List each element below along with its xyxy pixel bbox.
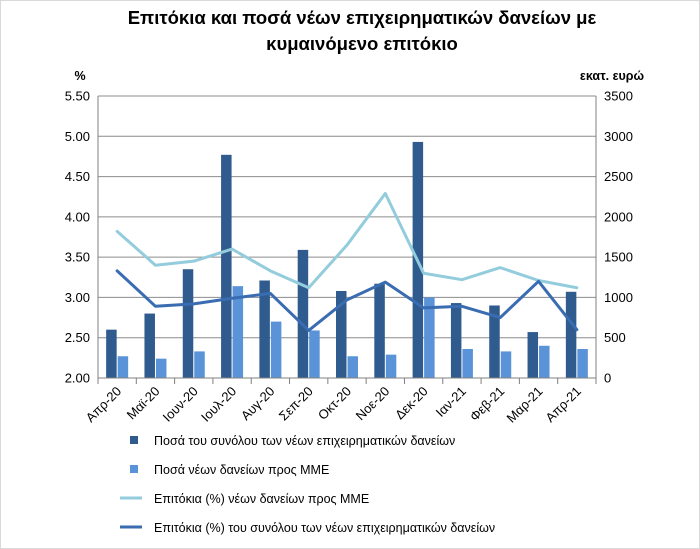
legend-label: Επιτόκια (%) του συνόλου των νέων επιχει… (154, 521, 495, 535)
x-axis-category-label: Σεπ-20 (276, 384, 316, 424)
legend-swatch (130, 465, 138, 473)
bar (527, 332, 539, 378)
bar (450, 303, 462, 378)
right-axis-tick-label: 1000 (604, 290, 633, 305)
bar (155, 358, 167, 378)
left-axis-tick-label: 4.00 (65, 209, 90, 224)
bar (144, 313, 155, 378)
right-axis-tick-label: 1500 (604, 250, 633, 265)
bar (182, 269, 194, 378)
left-axis-tick-label: 3.00 (65, 290, 90, 305)
right-axis-tick-label: 500 (604, 330, 626, 345)
line-series-group (115, 191, 579, 332)
x-axis-category-label: Ιουν-20 (160, 384, 201, 425)
bar (347, 356, 358, 378)
x-axis-category-label: Απρ-21 (542, 384, 584, 426)
bar (539, 345, 550, 378)
bar (309, 330, 320, 378)
x-axis-category-label: Νοε-20 (353, 384, 393, 424)
x-axis-category-label: Απρ-20 (83, 384, 125, 426)
bar (232, 286, 244, 378)
bar (117, 356, 129, 378)
bar (462, 348, 473, 378)
bar (259, 280, 270, 378)
x-axis-category-label: Ιαν-21 (433, 384, 469, 420)
bar (336, 290, 347, 378)
right-axis-tick-label: 3000 (604, 129, 633, 144)
bar (106, 329, 117, 378)
left-axis-tick-label: 2.00 (65, 371, 90, 386)
line-series (115, 269, 579, 332)
legend: Ποσά του συνόλου των νέων επιχειρηματικώ… (120, 434, 495, 535)
right-axis-tick-label: 3500 (604, 89, 633, 104)
legend-label: Επιτόκια (%) νέων δανείων προς ΜΜΕ (154, 492, 369, 506)
left-axis-tick-label: 5.00 (65, 129, 90, 144)
left-axis-tick-label: 2.50 (65, 330, 90, 345)
x-axis-category-label: Δεκ-20 (392, 384, 431, 423)
bar (424, 297, 435, 378)
bar (385, 354, 397, 378)
left-axis-tick-label: 5.50 (65, 89, 90, 104)
gridlines (98, 95, 596, 339)
left-axis-tick-label: 4.50 (65, 169, 90, 184)
left-axis-unit: % (74, 69, 85, 83)
bar (500, 351, 512, 378)
bar (270, 321, 282, 378)
bar-series-group (106, 141, 588, 378)
bar (297, 249, 309, 378)
line-series (115, 191, 579, 290)
bar (489, 305, 500, 378)
right-axis-unit: εκατ. ευρώ (580, 69, 645, 83)
bar (194, 351, 205, 378)
right-axis-tick-label: 2500 (604, 169, 633, 184)
legend-label: Ποσά του συνόλου των νέων επιχειρηματικώ… (154, 434, 455, 448)
left-axis-tick-label: 3.50 (65, 250, 90, 265)
bar (565, 291, 577, 378)
bar (577, 348, 588, 378)
right-axis-tick-label: 0 (604, 371, 611, 386)
x-axis-category-label: Μαϊ-20 (124, 384, 163, 423)
legend-label: Ποσά νέων δανείων προς ΜΜΕ (154, 463, 329, 477)
x-axis-category-label: Ιουλ-20 (198, 384, 239, 425)
x-axis-category-label: Φεβ-21 (467, 384, 508, 425)
chart-title-line-1: Επιτόκια και ποσά νέων επιχειρηματικών δ… (128, 7, 597, 28)
x-axis-category-label: Αυγ-20 (238, 384, 278, 424)
legend-swatch (130, 436, 138, 444)
bar (221, 154, 232, 378)
chart-title-line-2: κυμαινόμενο επιτόκιο (266, 33, 458, 54)
x-axis-category-label: Μαρ-21 (504, 384, 546, 426)
x-axis-category-label: Οκτ-20 (315, 384, 354, 423)
right-axis-tick-label: 2000 (604, 209, 633, 224)
bar (374, 283, 385, 378)
